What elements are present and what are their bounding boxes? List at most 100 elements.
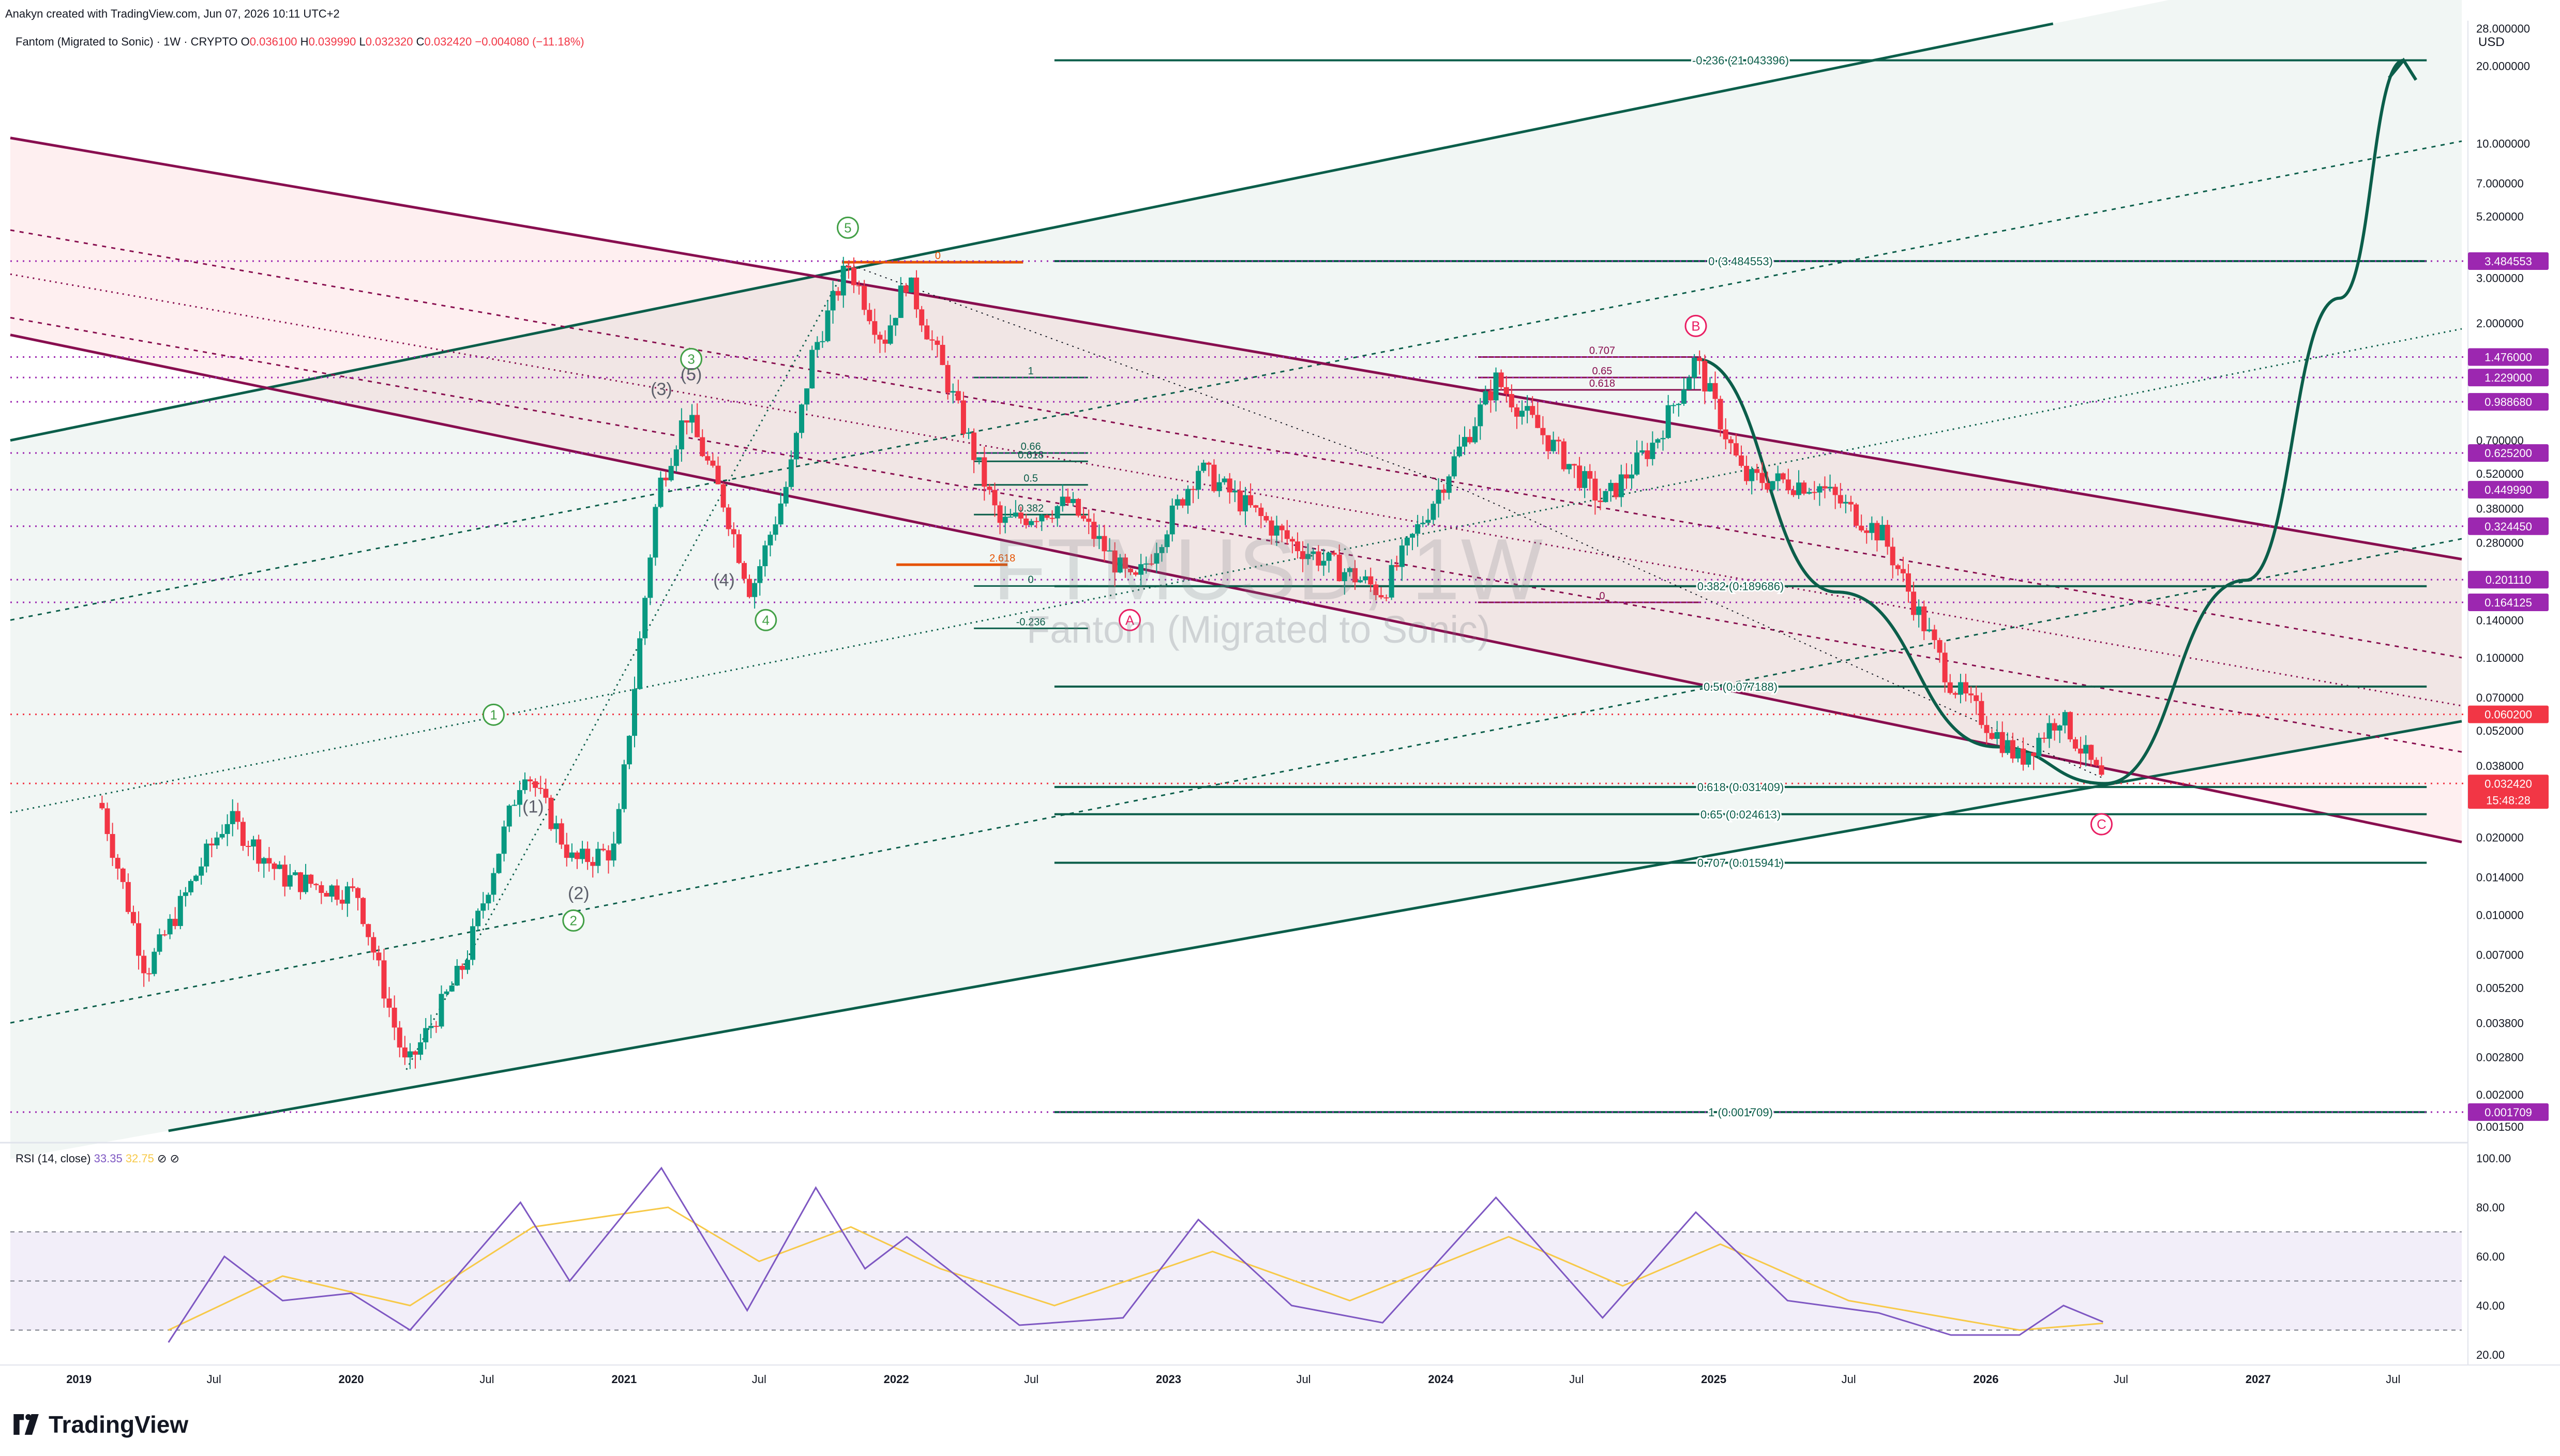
candle-body — [1243, 495, 1248, 512]
symbol-name[interactable]: Fantom (Migrated to Sonic) · 1W · CRYPTO — [16, 35, 238, 48]
candle-body — [830, 291, 836, 311]
candle-body — [1775, 473, 1781, 481]
drawings-layer — [10, 22, 2468, 1132]
candle-body — [1284, 530, 1290, 539]
candle-body — [470, 926, 476, 960]
candle-body — [1122, 557, 1128, 569]
wave-label-gray: (2) — [568, 884, 590, 903]
candle-body — [188, 881, 193, 892]
candle-body — [1436, 490, 1441, 504]
candle-body — [1629, 474, 1635, 479]
orange-fib-label: 0 — [935, 250, 941, 262]
descending-channel-bottom — [10, 333, 2462, 844]
currency-label[interactable]: USD — [2478, 35, 2505, 49]
candle-body — [1864, 530, 1870, 533]
candle-body — [788, 459, 794, 487]
price-axis-tick: 7.000000 — [2476, 177, 2524, 190]
rsi-axis-tick: 20.00 — [2476, 1348, 2505, 1361]
candle-body — [1456, 446, 1462, 457]
candle-body — [167, 919, 173, 935]
candle-body — [1248, 495, 1254, 506]
candle-body — [177, 896, 183, 926]
price-axis-tick: 20.000000 — [2476, 60, 2530, 73]
candle-body — [1430, 504, 1436, 520]
candle-body — [1540, 428, 1546, 435]
candle-body — [1065, 496, 1071, 503]
candle-body — [480, 903, 486, 911]
rsi-visibility-icons[interactable]: ⊘ ⊘ — [157, 1152, 179, 1165]
candle-body — [752, 583, 758, 597]
candle-body — [1462, 437, 1467, 447]
candle-body — [282, 865, 288, 887]
candle-body — [1785, 479, 1791, 491]
price-axis-tag-text: 0.449990 — [2484, 483, 2532, 496]
price-axis-tag-text: 0.625200 — [2484, 447, 2532, 460]
candle-body — [1467, 437, 1473, 443]
candle-body — [898, 285, 903, 318]
candle-body — [1029, 521, 1034, 525]
candle-body — [1947, 682, 1953, 693]
candle-body — [1613, 483, 1619, 497]
candle-body — [960, 400, 966, 434]
candle-body — [1342, 572, 1347, 582]
created-by-header: Anakyn created with TradingView.com, Jun… — [5, 7, 340, 20]
price-axis-tag — [2468, 775, 2549, 809]
candle-body — [277, 865, 282, 869]
wave-label-red: A — [1125, 612, 1135, 628]
candle-body — [945, 365, 951, 393]
candle-body — [1399, 545, 1405, 567]
candle-body — [2073, 739, 2079, 749]
candle-body — [799, 404, 805, 433]
candle-body — [1002, 517, 1008, 523]
candle-body — [1754, 469, 1760, 473]
candle-body — [1007, 517, 1013, 518]
price-axis-tick: 0.003800 — [2476, 1017, 2524, 1029]
candle-body — [464, 960, 470, 970]
price-axis-tag-text: 0.988680 — [2484, 396, 2532, 408]
price-axis-tag — [2468, 369, 2549, 387]
price-axis-tag-text: 1.229000 — [2484, 371, 2532, 384]
candle-body — [919, 309, 925, 326]
wave-label-red-circle — [1684, 314, 1707, 337]
price-axis-tick: 0.052000 — [2476, 724, 2524, 737]
candle-body — [1149, 563, 1154, 565]
candle-body — [1999, 732, 2005, 753]
price-axis-tag — [2468, 481, 2549, 499]
candle-body — [2052, 723, 2057, 731]
candle-body — [1895, 565, 1901, 569]
candle-body — [1556, 439, 1561, 442]
candle-body — [1963, 682, 1969, 694]
rsi-label[interactable]: RSI (14, close) — [16, 1152, 91, 1165]
candle-body — [2057, 725, 2062, 731]
candle-body — [491, 873, 496, 895]
ascending-channel-fill — [10, 0, 2462, 1159]
rsi-ma-line — [168, 1206, 2103, 1331]
candle-body — [1117, 557, 1123, 573]
candle-body — [1519, 411, 1525, 417]
symbol-ohlc-legend: Fantom (Migrated to Sonic) · 1W · CRYPTO… — [16, 35, 584, 49]
wave-label-green: 3 — [687, 351, 695, 367]
candle-body — [1169, 505, 1175, 535]
tradingview-brand[interactable]: TradingView — [11, 1410, 188, 1438]
candle-body — [1718, 399, 1723, 430]
candle-body — [240, 822, 246, 846]
candle-body — [1979, 701, 1984, 725]
candle-body — [2088, 745, 2094, 760]
candle-body — [569, 852, 575, 858]
brand-name: TradingView — [49, 1411, 189, 1438]
candle-body — [929, 339, 935, 341]
price-axis-tick: 0.280000 — [2476, 537, 2524, 550]
time-axis-tick: 2024 — [1428, 1373, 1454, 1386]
candle-body — [1425, 520, 1431, 523]
candle-body — [204, 843, 209, 867]
candle-body — [893, 317, 898, 326]
candle-body — [2021, 748, 2026, 765]
watermark-ticker: FTMUSD, 1W — [993, 521, 1544, 618]
candle-body — [193, 875, 199, 881]
price-axis-tick: 0.100000 — [2476, 651, 2524, 664]
candle-body — [407, 1051, 413, 1058]
fib-extension-label: 0.382 (0.189686) — [1697, 580, 1784, 593]
candle-body — [1514, 407, 1519, 417]
candle-body — [574, 852, 580, 859]
